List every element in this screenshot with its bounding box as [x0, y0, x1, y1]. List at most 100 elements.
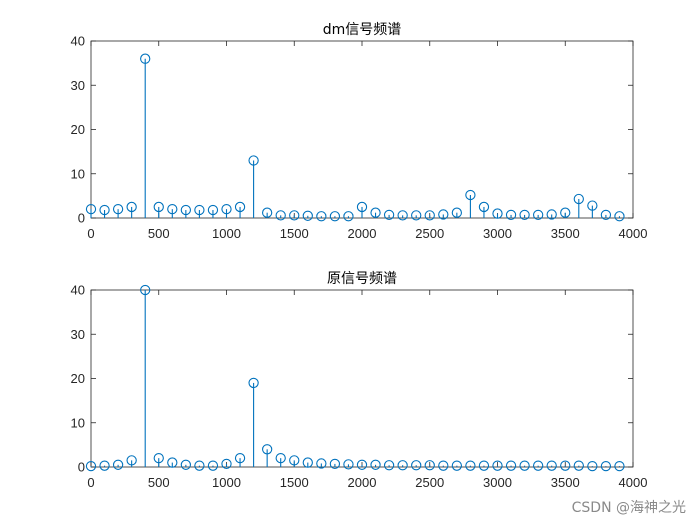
- x-tick-label: 3500: [551, 475, 580, 490]
- chart-title: 原信号频谱: [327, 271, 397, 287]
- stem-marker: [234, 201, 246, 213]
- stem-marker: [573, 193, 584, 205]
- stem-marker: [289, 210, 300, 221]
- stem-marker: [248, 377, 259, 389]
- watermark: CSDN @海神之光: [571, 500, 686, 516]
- plot-original-spectrum: 原信号频谱 0 500 1000 1500 2000 2500 3000 3500 4000 0 1…: [71, 271, 648, 490]
- stem-marker: [424, 210, 435, 221]
- y-tick-label: 20: [71, 371, 85, 386]
- stem-marker: [356, 201, 368, 213]
- stem-marker: [302, 457, 313, 468]
- stem-marker: [302, 210, 313, 221]
- stem-marker: [316, 211, 327, 222]
- x-tick-label: 0: [87, 226, 94, 241]
- stem-marker: [207, 204, 219, 216]
- stem-marker: [180, 459, 191, 470]
- stem-marker: [587, 200, 598, 211]
- stem-marker: [112, 203, 124, 215]
- stem-marker: [600, 460, 612, 472]
- x-tick-label: 500: [148, 226, 170, 241]
- stem-marker: [397, 460, 408, 471]
- stem-marker: [194, 204, 205, 216]
- x-tick-label: 3000: [483, 226, 512, 241]
- stem-marker: [438, 460, 449, 471]
- stem-marker: [546, 209, 557, 220]
- stem-marker: [356, 459, 368, 470]
- y-tick-label: 0: [78, 211, 85, 226]
- x-tick-label: 1500: [280, 226, 309, 241]
- stem-marker: [329, 458, 341, 470]
- stem-marker: [614, 460, 625, 472]
- stem-marker: [533, 209, 544, 221]
- stem-marker: [153, 452, 164, 464]
- y-tick-label: 0: [78, 460, 85, 475]
- x-tick-label: 500: [148, 475, 170, 490]
- x-tick-label: 0: [87, 475, 94, 490]
- x-tick-label: 4000: [619, 226, 648, 241]
- stem-marker: [275, 210, 286, 221]
- stem-marker: [383, 460, 395, 471]
- y-tick-label: 40: [71, 34, 85, 49]
- stem-marker: [126, 201, 137, 213]
- y-tick-label: 30: [71, 327, 85, 342]
- stem-marker: [140, 284, 151, 296]
- stem-marker: [505, 209, 517, 221]
- stem-marker: [167, 203, 178, 215]
- stem-marker: [221, 458, 232, 470]
- stem-marker: [153, 201, 164, 213]
- x-tick-label: 1500: [280, 475, 309, 490]
- stem-marker: [600, 209, 612, 221]
- stem-marker: [112, 459, 124, 470]
- stem-marker: [261, 444, 273, 455]
- x-tick-label: 3500: [551, 226, 580, 241]
- stem-marker: [383, 209, 395, 221]
- stem-marker: [478, 460, 490, 471]
- stem-marker: [167, 457, 178, 468]
- x-tick-label: 2000: [348, 475, 377, 490]
- stem-marker: [519, 460, 530, 471]
- stem-marker: [221, 203, 232, 215]
- x-tick-label: 1000: [212, 226, 241, 241]
- chart-title: dm信号频谱: [323, 22, 402, 38]
- stem-marker: [370, 459, 381, 470]
- stem-marker: [478, 201, 490, 213]
- stem-marker: [370, 207, 381, 218]
- stem-marker: [99, 204, 110, 216]
- stem-marker: [343, 459, 354, 470]
- plot-dm-spectrum: dm信号频谱 0 500 1000 1500 2000 2500 3000 3500 4000 0…: [71, 22, 648, 241]
- stem-marker: [140, 53, 151, 64]
- stem-marker: [614, 211, 625, 222]
- stem-marker: [289, 455, 300, 466]
- stem-marker: [85, 203, 97, 215]
- stem-marker: [560, 460, 571, 471]
- stem-marker: [194, 460, 205, 471]
- x-tick-label: 2500: [415, 226, 444, 241]
- stem-marker: [316, 458, 327, 469]
- y-tick-label: 30: [71, 78, 85, 93]
- stem-marker: [438, 209, 449, 220]
- stem-marker: [519, 209, 530, 221]
- stem-marker: [397, 210, 408, 221]
- stem-marker: [85, 460, 97, 472]
- stem-marker: [465, 460, 476, 471]
- stem-marker: [424, 460, 435, 471]
- y-tick-label: 10: [71, 166, 85, 181]
- y-tick-label: 40: [71, 283, 85, 298]
- stem-marker: [451, 207, 462, 218]
- stem-marker: [560, 207, 571, 218]
- stem-marker: [505, 460, 517, 471]
- stem-marker: [546, 460, 557, 471]
- stem-marker: [533, 460, 544, 471]
- stem-marker: [411, 210, 422, 221]
- x-tick-label: 2500: [415, 475, 444, 490]
- stem-marker: [180, 204, 191, 216]
- stem-marker: [411, 460, 422, 471]
- axes-box: [90, 289, 634, 468]
- y-tick-label: 20: [71, 122, 85, 137]
- x-tick-label: 4000: [619, 475, 648, 490]
- stem-marker: [451, 460, 462, 471]
- stem-marker: [573, 460, 584, 471]
- stem-marker: [343, 211, 354, 222]
- stem-marker: [587, 460, 598, 472]
